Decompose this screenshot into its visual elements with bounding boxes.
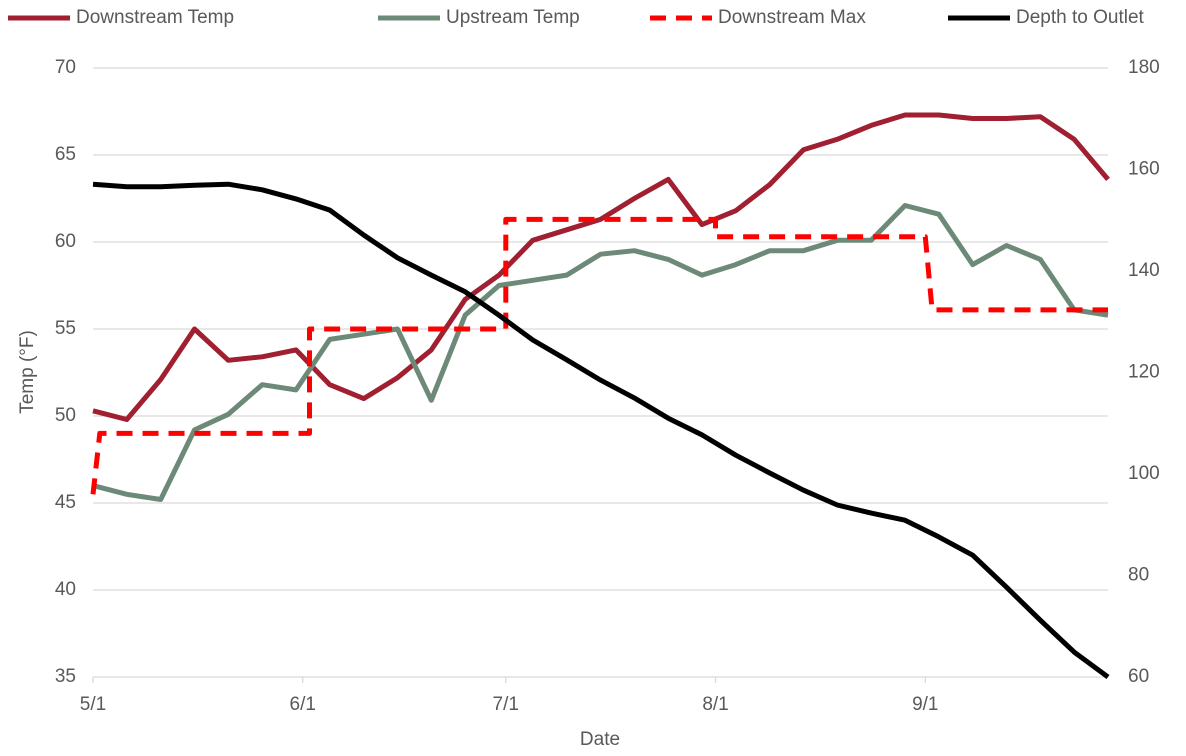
- legend-label: Downstream Temp: [76, 7, 234, 28]
- x-tick-label: 9/1: [912, 694, 938, 715]
- y-tick-label: 55: [55, 318, 76, 339]
- x-tick-label: 7/1: [493, 694, 519, 715]
- x-tick-label: 5/1: [80, 694, 106, 715]
- series-line: [92, 203, 1109, 502]
- y-tick-label: 70: [55, 57, 76, 78]
- legend-label: Upstream Temp: [446, 7, 580, 28]
- y-tick-label: 40: [55, 579, 76, 600]
- legend-label: Downstream Max: [718, 7, 866, 28]
- y2-tick-label: 160: [1128, 159, 1160, 180]
- y2-tick-label: 100: [1128, 463, 1160, 484]
- y-tick-label: 50: [55, 405, 76, 426]
- y-tick-label: 35: [55, 666, 76, 687]
- y-tick-label: 60: [55, 231, 76, 252]
- y2-tick-label: 120: [1128, 362, 1160, 383]
- y-tick-label: 45: [55, 492, 76, 513]
- y2-tick-label: 180: [1128, 57, 1160, 78]
- x-tick-label: 8/1: [702, 694, 728, 715]
- y2-tick-label: 140: [1128, 260, 1160, 281]
- series-line: [92, 181, 1110, 680]
- legend-label: Depth to Outlet: [1016, 7, 1145, 28]
- y-tick-label: 65: [55, 144, 76, 165]
- series-line: [90, 216, 1108, 495]
- y-axis-label: Temp (°F): [17, 330, 38, 414]
- y2-tick-label: 60: [1128, 666, 1149, 687]
- series-line: [92, 112, 1110, 422]
- x-tick-label: 6/1: [290, 694, 316, 715]
- x-axis-label: Date: [580, 729, 620, 750]
- y2-tick-label: 80: [1128, 565, 1149, 586]
